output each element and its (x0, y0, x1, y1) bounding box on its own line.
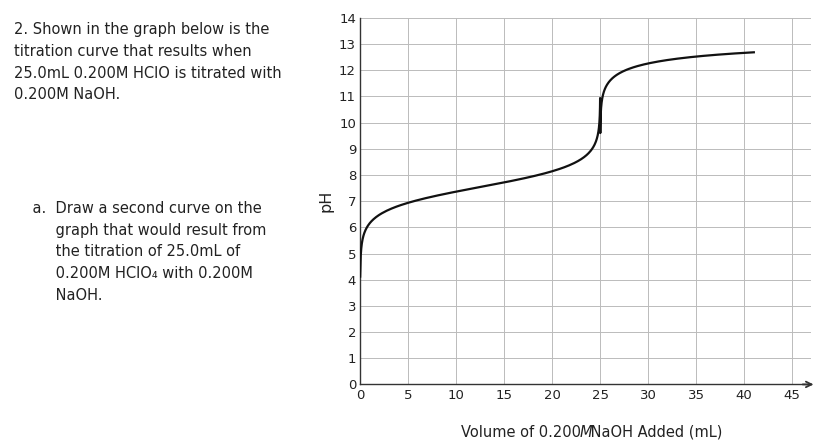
Text: NaOH Added (mL): NaOH Added (mL) (586, 425, 721, 440)
Text: 2. Shown in the graph below is the
titration curve that results when
25.0mL 0.20: 2. Shown in the graph below is the titra… (13, 22, 281, 102)
Y-axis label: pH: pH (318, 190, 333, 212)
Text: a.  Draw a second curve on the
         graph that would result from
         th: a. Draw a second curve on the graph that… (13, 201, 265, 303)
Text: M: M (579, 425, 591, 440)
Text: Volume of 0.200: Volume of 0.200 (461, 425, 586, 440)
